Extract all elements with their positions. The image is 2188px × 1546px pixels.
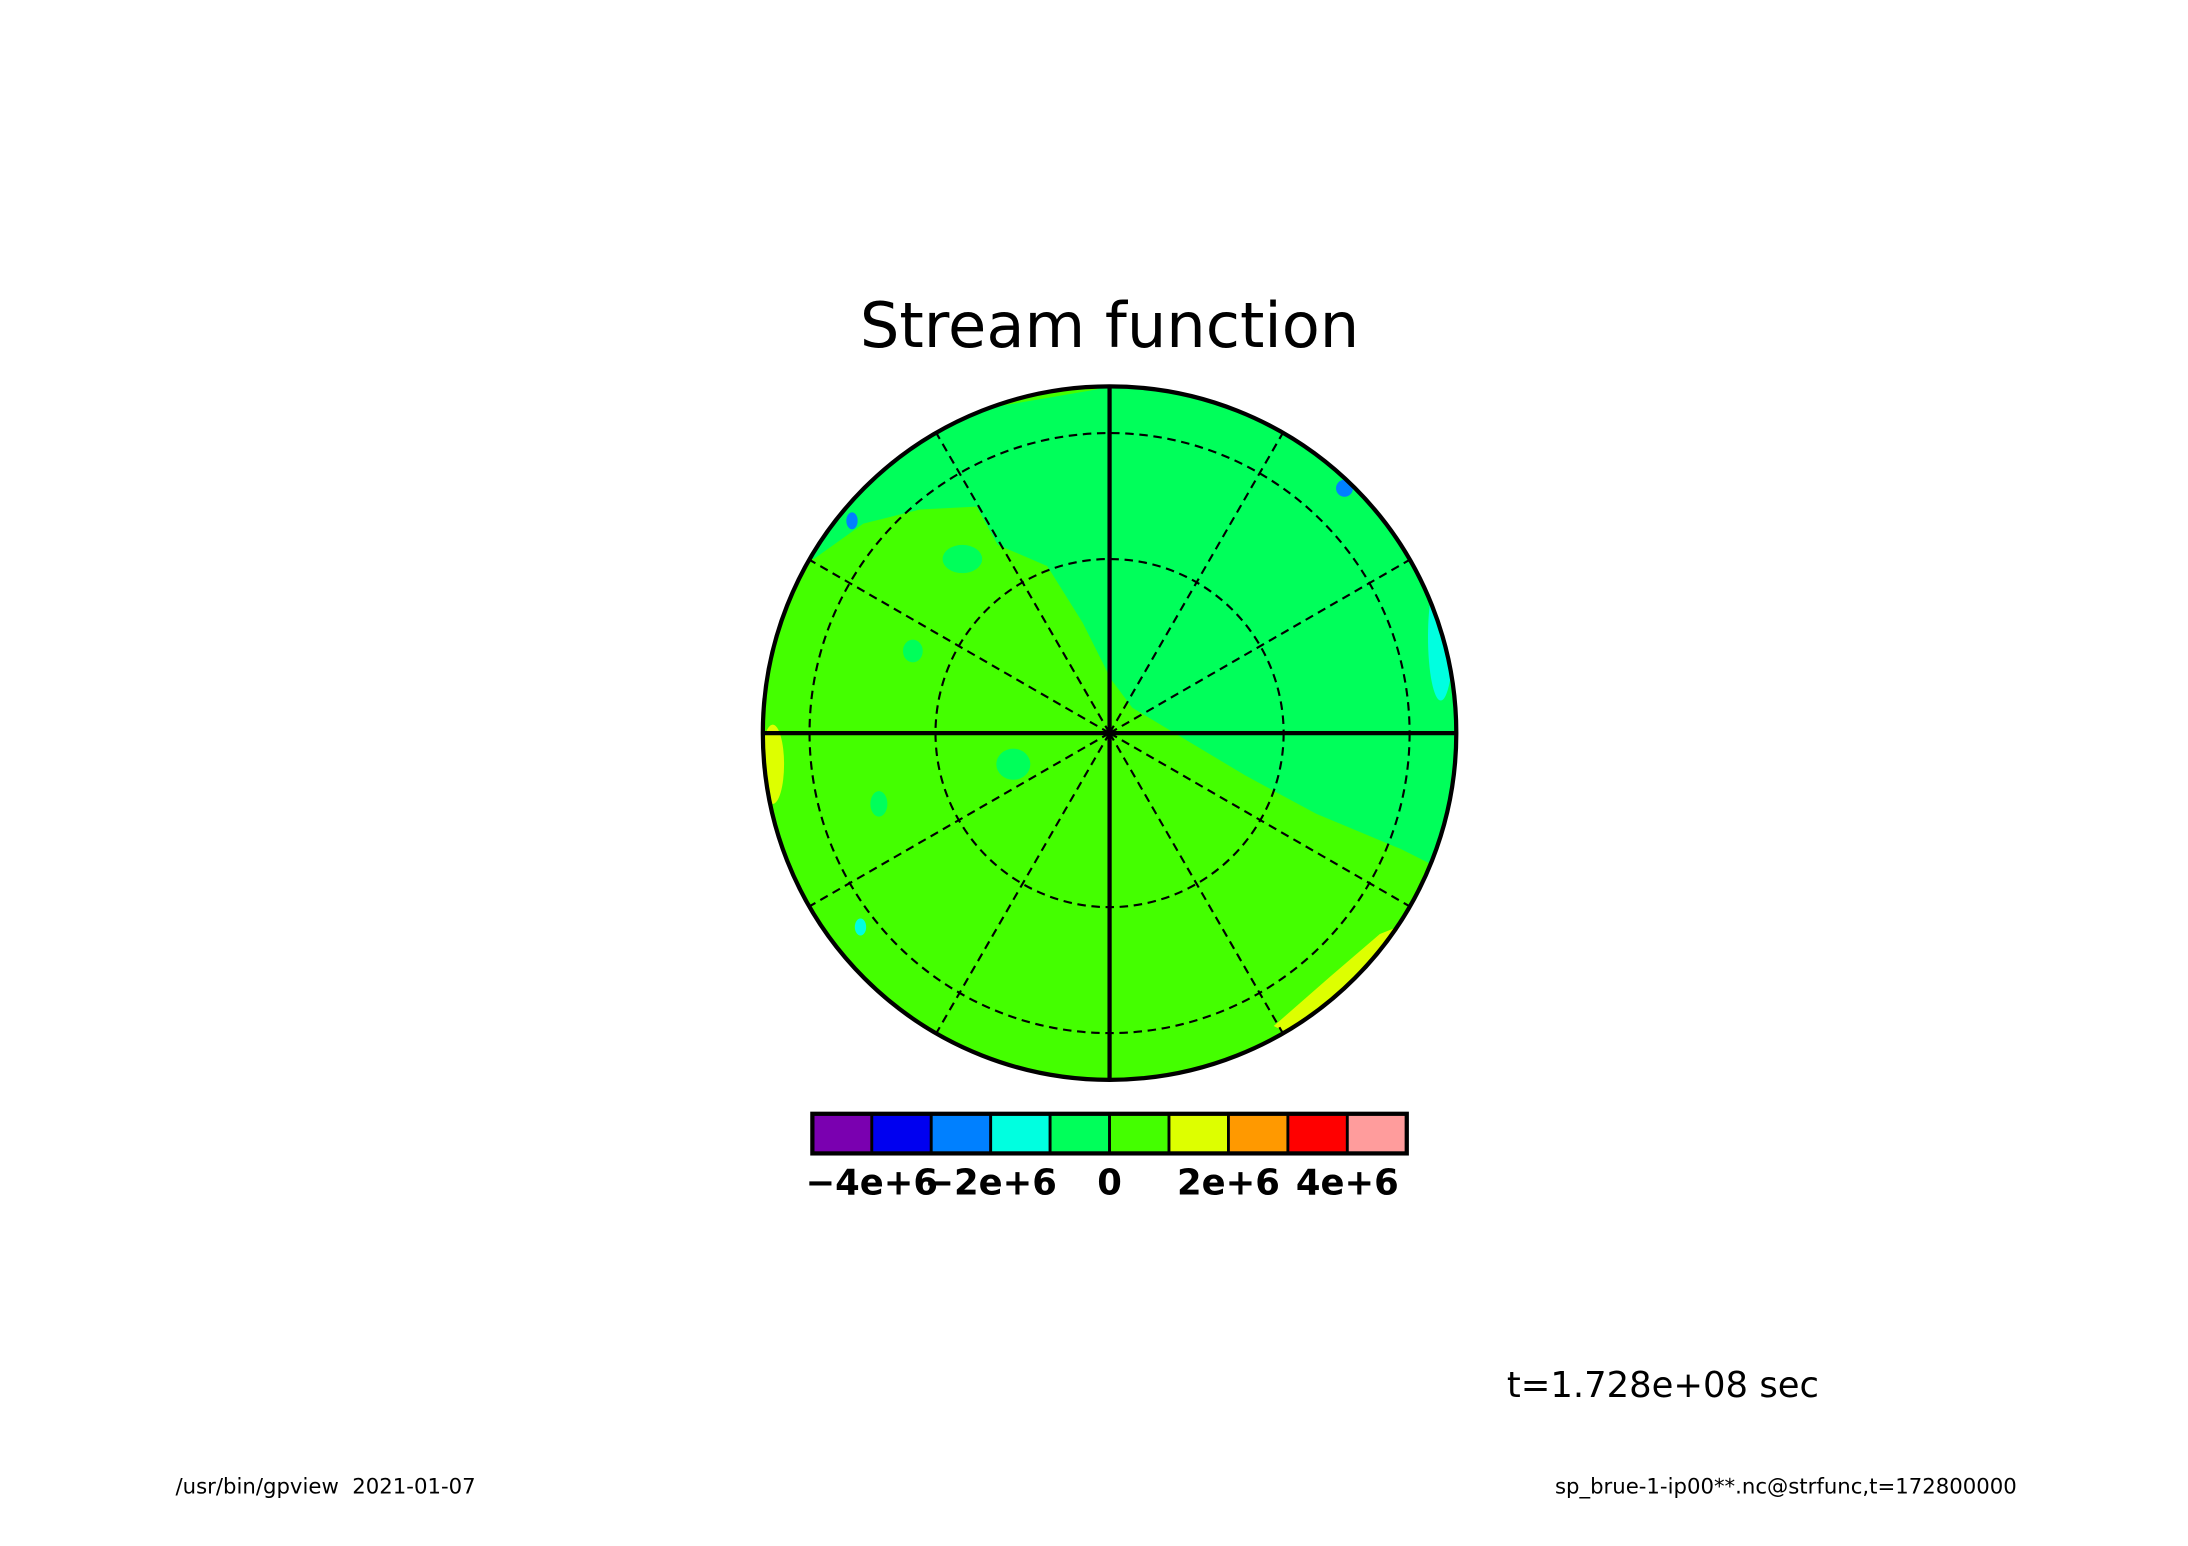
field-spot bbox=[942, 544, 983, 574]
field-spot bbox=[854, 918, 867, 936]
map-frame bbox=[760, 384, 1459, 1082]
colorbar-box bbox=[1227, 1112, 1290, 1155]
time-label: t=1.728e+08 sec bbox=[1507, 1365, 1819, 1406]
colorbar-box bbox=[1345, 1112, 1409, 1155]
colorbar-box bbox=[929, 1112, 993, 1155]
meridian bbox=[1109, 732, 1411, 908]
field-spot bbox=[846, 512, 858, 530]
colorbar-box bbox=[870, 1112, 933, 1155]
meridian bbox=[1108, 432, 1284, 734]
colorbar-frame bbox=[810, 1111, 1409, 1156]
meridian bbox=[808, 732, 1111, 908]
meridian bbox=[808, 558, 1111, 735]
field-spot bbox=[902, 639, 923, 663]
meridian bbox=[935, 432, 1111, 734]
colorbar-box bbox=[989, 1112, 1052, 1155]
colorbar-tick-label: 0 bbox=[1097, 1163, 1122, 1204]
meridian bbox=[1108, 732, 1284, 1034]
chart-title: Stream function bbox=[860, 289, 1359, 362]
colorbar-box bbox=[810, 1112, 874, 1155]
field-spot bbox=[996, 748, 1031, 780]
colorbar-tick-label: 4e+6 bbox=[1296, 1163, 1399, 1204]
footer-left: /usr/bin/gpview 2021-01-07 bbox=[176, 1474, 476, 1499]
colorbar-box bbox=[1048, 1112, 1111, 1155]
field-spot bbox=[870, 791, 888, 817]
colorbar-box bbox=[1286, 1112, 1349, 1155]
meridian bbox=[1109, 558, 1411, 735]
colorbar-tick-label: 2e+6 bbox=[1177, 1163, 1280, 1204]
colorbar-tick-label: −2e+6 bbox=[924, 1163, 1057, 1204]
colorbar-box bbox=[1108, 1112, 1171, 1155]
colorbar-box bbox=[1167, 1112, 1230, 1155]
colorbar: −4e+6−2e+6 0 2e+6 4e+6 bbox=[806, 1112, 1409, 1204]
graticule bbox=[762, 386, 1457, 1080]
colorbar-tick-label: −4e+6 bbox=[806, 1163, 939, 1204]
meridian bbox=[935, 732, 1111, 1034]
footer-right: sp_brue-1-ip00**.nc@strfunc,t=172800000 bbox=[1555, 1474, 2017, 1499]
